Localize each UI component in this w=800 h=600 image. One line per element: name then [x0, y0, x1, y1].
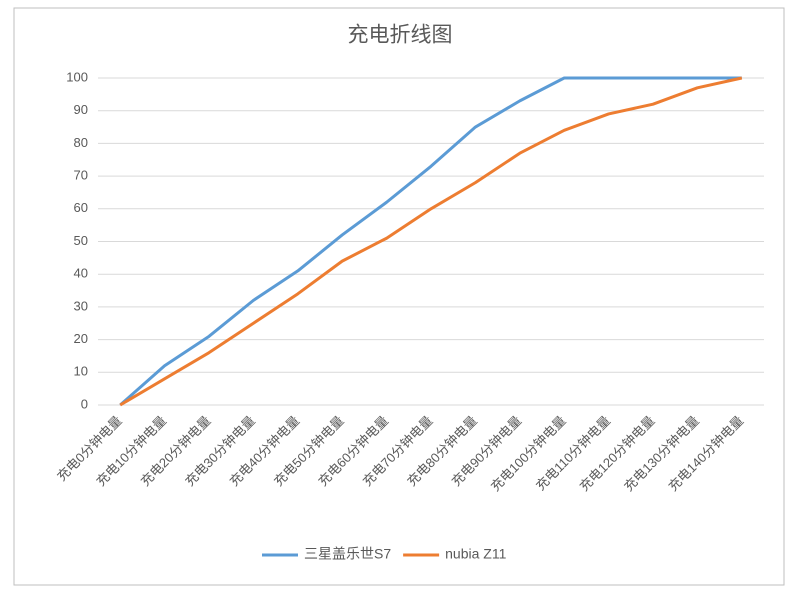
y-tick-label: 80: [74, 135, 88, 150]
y-tick-label: 70: [74, 168, 88, 183]
chart-title: 充电折线图: [348, 24, 453, 47]
y-tick-label: 60: [74, 200, 88, 215]
legend-label: 三星盖乐世S7: [304, 546, 391, 562]
legend-label: nubia Z11: [445, 546, 506, 562]
y-tick-label: 20: [74, 331, 88, 346]
y-tick-label: 50: [74, 233, 88, 248]
series-line: [119, 76, 743, 407]
y-tick-label: 30: [74, 298, 88, 313]
y-tick-label: 10: [74, 364, 88, 379]
series-line: [119, 76, 742, 407]
y-tick-label: 0: [81, 396, 88, 411]
y-tick-label: 90: [74, 102, 88, 117]
y-tick-label: 40: [74, 266, 88, 281]
y-tick-label: 100: [66, 69, 88, 84]
chart-border: [13, 7, 785, 586]
